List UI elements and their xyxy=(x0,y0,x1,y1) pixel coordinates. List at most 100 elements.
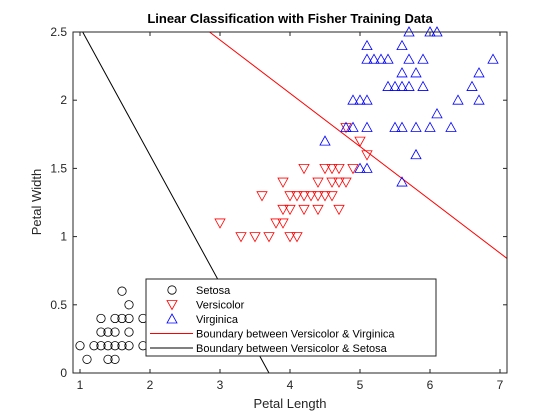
versicolor-point xyxy=(291,191,303,202)
virginica-point xyxy=(452,94,464,105)
virginica-point xyxy=(410,148,422,160)
versicolor-point xyxy=(333,204,345,216)
setosa-point xyxy=(89,341,99,351)
versicolor-point xyxy=(312,204,324,216)
virginica-point xyxy=(340,121,352,132)
virginica-point xyxy=(354,162,366,173)
setosa-point xyxy=(96,313,106,324)
virginica-point xyxy=(319,135,331,146)
versicolor-point xyxy=(284,232,296,243)
virginica-point xyxy=(361,162,373,173)
setosa-point xyxy=(117,313,127,324)
versicolor-point xyxy=(326,163,338,175)
versicolor-point xyxy=(326,177,338,188)
x-tick-label: 2 xyxy=(147,378,154,392)
setosa-point xyxy=(75,341,85,351)
y-tick-label: 2.5 xyxy=(50,25,67,39)
virginica-point xyxy=(487,53,499,64)
setosa-point xyxy=(124,300,134,310)
setosa-point xyxy=(110,327,120,337)
virginica-point xyxy=(431,108,443,119)
versicolor-point xyxy=(326,191,338,202)
versicolor-point xyxy=(340,123,352,134)
y-axis-label: Petal Width xyxy=(29,169,44,235)
virginica-point xyxy=(382,80,394,91)
versicolor-point xyxy=(277,204,289,216)
legend-label-virginica: Virginica xyxy=(196,314,239,326)
setosa-point xyxy=(103,341,113,351)
y-tick-label: 0.5 xyxy=(50,298,67,312)
versicolor-point xyxy=(270,218,282,229)
y-tick-label: 2 xyxy=(60,93,67,107)
versicolor-point xyxy=(312,177,324,188)
setosa-point xyxy=(110,341,120,351)
virginica-point xyxy=(473,67,485,78)
legend-box xyxy=(145,278,437,357)
legend: Setosa Versicolor Virginica Boundary betwee… xyxy=(145,278,437,357)
versicolor-point xyxy=(305,191,317,202)
legend-label-setosa: Setosa xyxy=(196,285,231,297)
x-tick-label: 1 xyxy=(77,378,84,392)
versicolor-point xyxy=(298,191,310,202)
setosa-point xyxy=(117,286,127,296)
virginica-point xyxy=(396,121,408,132)
versicolor-point xyxy=(319,191,331,202)
versicolor-point xyxy=(319,163,331,175)
virginica-point xyxy=(389,121,401,132)
virginica-point xyxy=(410,67,422,78)
versicolor-point xyxy=(333,177,345,188)
virginica-point xyxy=(347,94,359,105)
x-tick-label: 6 xyxy=(427,378,434,392)
legend-marker-setosa xyxy=(167,285,177,295)
legend-label-versicolor-virginica: Boundary between Versicolor & Virginica xyxy=(196,329,395,341)
virginica-point xyxy=(396,176,408,187)
versicolor-point xyxy=(340,177,352,188)
x-axis-label: Petal Length xyxy=(253,396,326,411)
x-tick-label: 5 xyxy=(357,378,364,392)
boundary-versicolor-virginica xyxy=(209,32,507,259)
versicolor-point xyxy=(214,218,226,229)
versicolor-point xyxy=(256,191,268,202)
virginica-point xyxy=(361,121,373,132)
x-tick-label: 4 xyxy=(287,378,294,392)
virginica-point xyxy=(396,67,408,78)
versicolor-point xyxy=(277,177,289,188)
x-tick-label: 3 xyxy=(217,378,224,392)
setosa-point xyxy=(96,327,106,337)
setosa-point xyxy=(124,341,134,351)
virginica-point xyxy=(354,94,366,105)
versicolor-point xyxy=(333,163,345,175)
setosa-point xyxy=(110,354,120,364)
versicolor-point xyxy=(298,204,310,216)
virginica-point xyxy=(396,39,408,51)
versicolor-point xyxy=(235,232,247,243)
versicolor-point xyxy=(312,191,324,202)
versicolor-point xyxy=(277,218,289,229)
virginica-point xyxy=(375,53,387,64)
versicolor-point xyxy=(263,232,275,243)
virginica-point xyxy=(389,80,401,91)
y-tick-label: 0 xyxy=(60,366,67,380)
legend-label-versicolor-setosa: Boundary between Versicolor & Setosa xyxy=(196,343,388,355)
versicolor-point xyxy=(354,136,366,147)
virginica-point xyxy=(445,121,457,132)
legend-label-versicolor: Versicolor xyxy=(196,300,245,312)
setosa-point xyxy=(82,354,92,364)
virginica-point xyxy=(424,121,436,132)
versicolor-point xyxy=(361,150,373,161)
versicolor-point xyxy=(347,163,359,175)
virginica-point xyxy=(403,80,415,91)
setosa-point xyxy=(124,327,134,337)
virginica-point xyxy=(361,39,373,51)
x-tick-label: 7 xyxy=(497,378,504,392)
setosa-point xyxy=(110,313,120,324)
virginica-point xyxy=(368,53,380,64)
versicolor-point xyxy=(298,163,310,175)
setosa-point xyxy=(103,354,113,364)
virginica-point xyxy=(396,80,408,91)
virginica-point xyxy=(410,121,422,132)
setosa-point xyxy=(103,327,113,337)
versicolor-point xyxy=(284,191,296,202)
y-tick-label: 1.5 xyxy=(50,161,67,175)
